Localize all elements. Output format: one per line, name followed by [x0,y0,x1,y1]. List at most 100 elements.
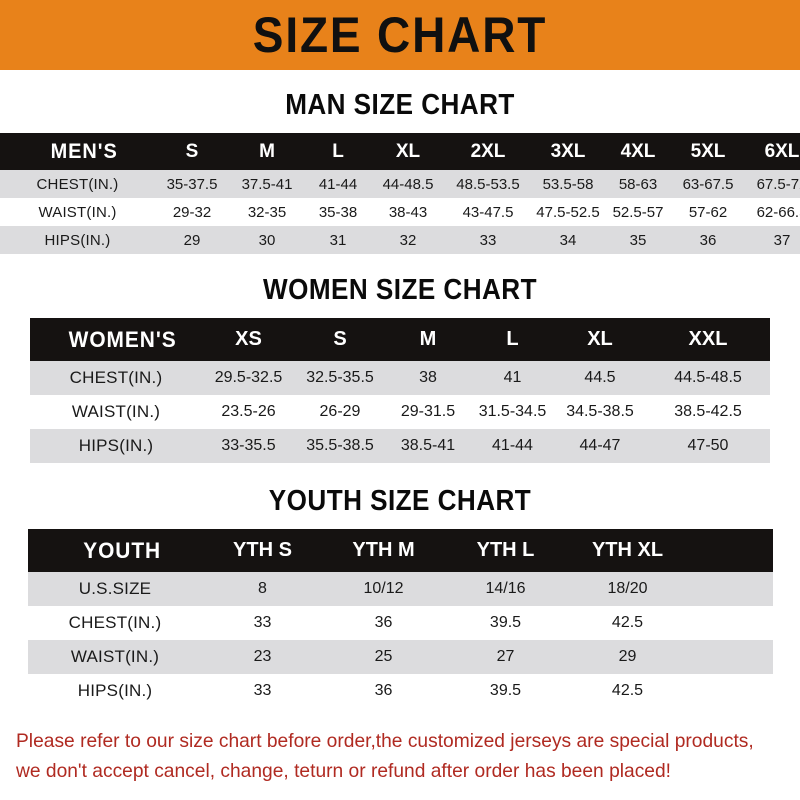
table-row: CHEST(IN.) 35-37.5 37.5-41 41-44 44-48.5… [0,170,800,198]
man-table-body: CHEST(IN.) 35-37.5 37.5-41 41-44 44-48.5… [0,170,800,254]
youth-ussize-1: 10/12 [363,580,404,597]
youth-size-col-3: YTH XL [591,539,664,561]
order-policy-note-line2: we don't accept cancel, change, teturn o… [16,760,672,783]
youth-row-label-hips: HIPS(IN.) [77,681,153,700]
man-row-label-hips: HIPS(IN.) [44,231,111,249]
women-size-col-1: S [333,328,347,350]
man-row-label-chest: CHEST(IN.) [36,175,119,193]
man-size-col-5: 3XL [550,140,586,162]
youth-row-label-waist: WAIST(IN.) [70,647,160,666]
man-header-corner: MEN'S [50,139,118,163]
youth-ussize-3: 18/20 [607,580,648,597]
youth-waist-1: 25 [374,648,393,665]
youth-waist-3: 29 [618,648,637,665]
youth-ussize-0: 8 [258,580,267,597]
man-chest-8: 67.5-72 [756,175,800,193]
man-hips-7: 36 [699,231,717,249]
man-chest-6: 58-63 [618,175,658,193]
man-hips-4: 33 [479,231,497,249]
women-size-col-5: XXL [688,328,728,350]
women-hips-2: 38.5-41 [400,437,456,454]
youth-hips-2: 39.5 [489,682,522,699]
youth-chest-1: 36 [374,614,393,631]
man-size-col-3: XL [395,140,421,162]
women-hips-5: 47-50 [687,437,729,454]
youth-hips-1: 36 [374,682,393,699]
man-size-col-8: 6XL [764,140,800,162]
man-size-col-7: 5XL [690,140,726,162]
man-waist-1: 32-35 [247,203,287,221]
man-hips-6: 35 [629,231,647,249]
youth-hips-0: 33 [253,682,272,699]
man-hips-3: 32 [399,231,417,249]
women-size-col-3: L [506,328,519,350]
man-size-table: MEN'S S M L XL 2XL 3XL 4XL 5XL 6XL CHEST… [0,133,800,254]
women-size-col-2: M [419,328,437,350]
table-row: WAIST(IN.) 23 25 27 29 [27,640,773,674]
youth-size-table: YOUTH YTH S YTH M YTH L YTH XL U.S.SIZE … [27,529,773,708]
man-chest-1: 37.5-41 [241,175,293,193]
women-chest-1: 32.5-35.5 [306,369,374,386]
table-row: U.S.SIZE 8 10/12 14/16 18/20 [27,572,773,606]
man-chest-0: 35-37.5 [166,175,218,193]
man-size-col-4: 2XL [470,140,506,162]
man-hips-2: 31 [329,231,347,249]
women-table-header: WOMEN'S XS S M L XL XXL [30,318,770,361]
table-row: WAIST(IN.) 23.5-26 26-29 29-31.5 31.5-34… [30,395,770,429]
man-waist-8: 62-66.5 [756,203,800,221]
man-waist-7: 57-62 [688,203,728,221]
table-row: HIPS(IN.) 29 30 31 32 33 34 35 36 37 [0,226,800,254]
women-row-label-hips: HIPS(IN.) [78,436,154,455]
women-chest-5: 44.5-48.5 [674,369,742,386]
youth-size-col-1: YTH M [352,539,415,561]
women-waist-3: 31.5-34.5 [478,403,547,420]
women-header-corner: WOMEN'S [68,326,177,352]
women-chest-3: 41 [503,369,522,386]
youth-table-body: U.S.SIZE 8 10/12 14/16 18/20 CHEST(IN.) … [27,572,773,708]
table-row: HIPS(IN.) 33 36 39.5 42.5 [27,674,773,708]
youth-waist-2: 27 [496,648,515,665]
youth-waist-4 [689,640,773,674]
youth-chest-0: 33 [253,614,272,631]
man-chest-3: 44-48.5 [382,175,434,193]
man-waist-2: 35-38 [318,203,358,221]
women-waist-4: 34.5-38.5 [566,403,634,420]
youth-size-col-0: YTH S [233,539,292,561]
women-chest-2: 38 [419,369,437,386]
man-chest-4: 48.5-53.5 [456,175,520,193]
man-size-col-2: L [332,140,344,162]
women-waist-5: 38.5-42.5 [674,403,742,420]
women-row-label-waist: WAIST(IN.) [71,402,161,421]
table-header-row: YOUTH YTH S YTH M YTH L YTH XL [27,529,773,572]
youth-waist-0: 23 [253,648,272,665]
table-row: CHEST(IN.) 29.5-32.5 32.5-35.5 38 41 44.… [30,361,770,395]
man-row-label-waist: WAIST(IN.) [38,203,117,221]
youth-ussize-2: 14/16 [485,580,526,597]
man-waist-3: 38-43 [388,203,428,221]
man-size-col-6: 4XL [620,140,656,162]
youth-ussize-4 [689,572,773,606]
table-header-row: MEN'S S M L XL 2XL 3XL 4XL 5XL 6XL [0,133,800,170]
women-table-body: CHEST(IN.) 29.5-32.5 32.5-35.5 38 41 44.… [30,361,770,463]
women-hips-0: 33-35.5 [221,437,276,454]
women-waist-2: 29-31.5 [400,403,456,420]
page-title: SIZE CHART [252,7,548,63]
man-hips-8: 37 [773,231,791,249]
youth-size-col-2: YTH L [476,539,535,561]
youth-row-label-ussize: U.S.SIZE [78,579,152,598]
man-waist-5: 47.5-52.5 [536,203,600,221]
women-size-col-4: XL [587,328,613,350]
order-policy-note-line1: Please refer to our size chart before or… [16,730,754,752]
youth-size-col-4 [689,529,773,572]
women-section-title: WOMEN SIZE CHART [263,274,537,306]
man-table-header: MEN'S S M L XL 2XL 3XL 4XL 5XL 6XL [0,133,800,170]
women-chest-4: 44.5 [584,369,616,386]
table-row: CHEST(IN.) 33 36 39.5 42.5 [27,606,773,640]
table-row: HIPS(IN.) 33-35.5 35.5-38.5 38.5-41 41-4… [30,429,770,463]
man-size-col-1: M [259,140,275,162]
youth-header-corner: YOUTH [82,537,161,563]
women-row-label-chest: CHEST(IN.) [69,368,163,387]
order-policy-note: Please refer to our size chart before or… [16,726,772,786]
women-waist-0: 23.5-26 [221,403,276,420]
youth-chest-2: 39.5 [489,614,522,631]
